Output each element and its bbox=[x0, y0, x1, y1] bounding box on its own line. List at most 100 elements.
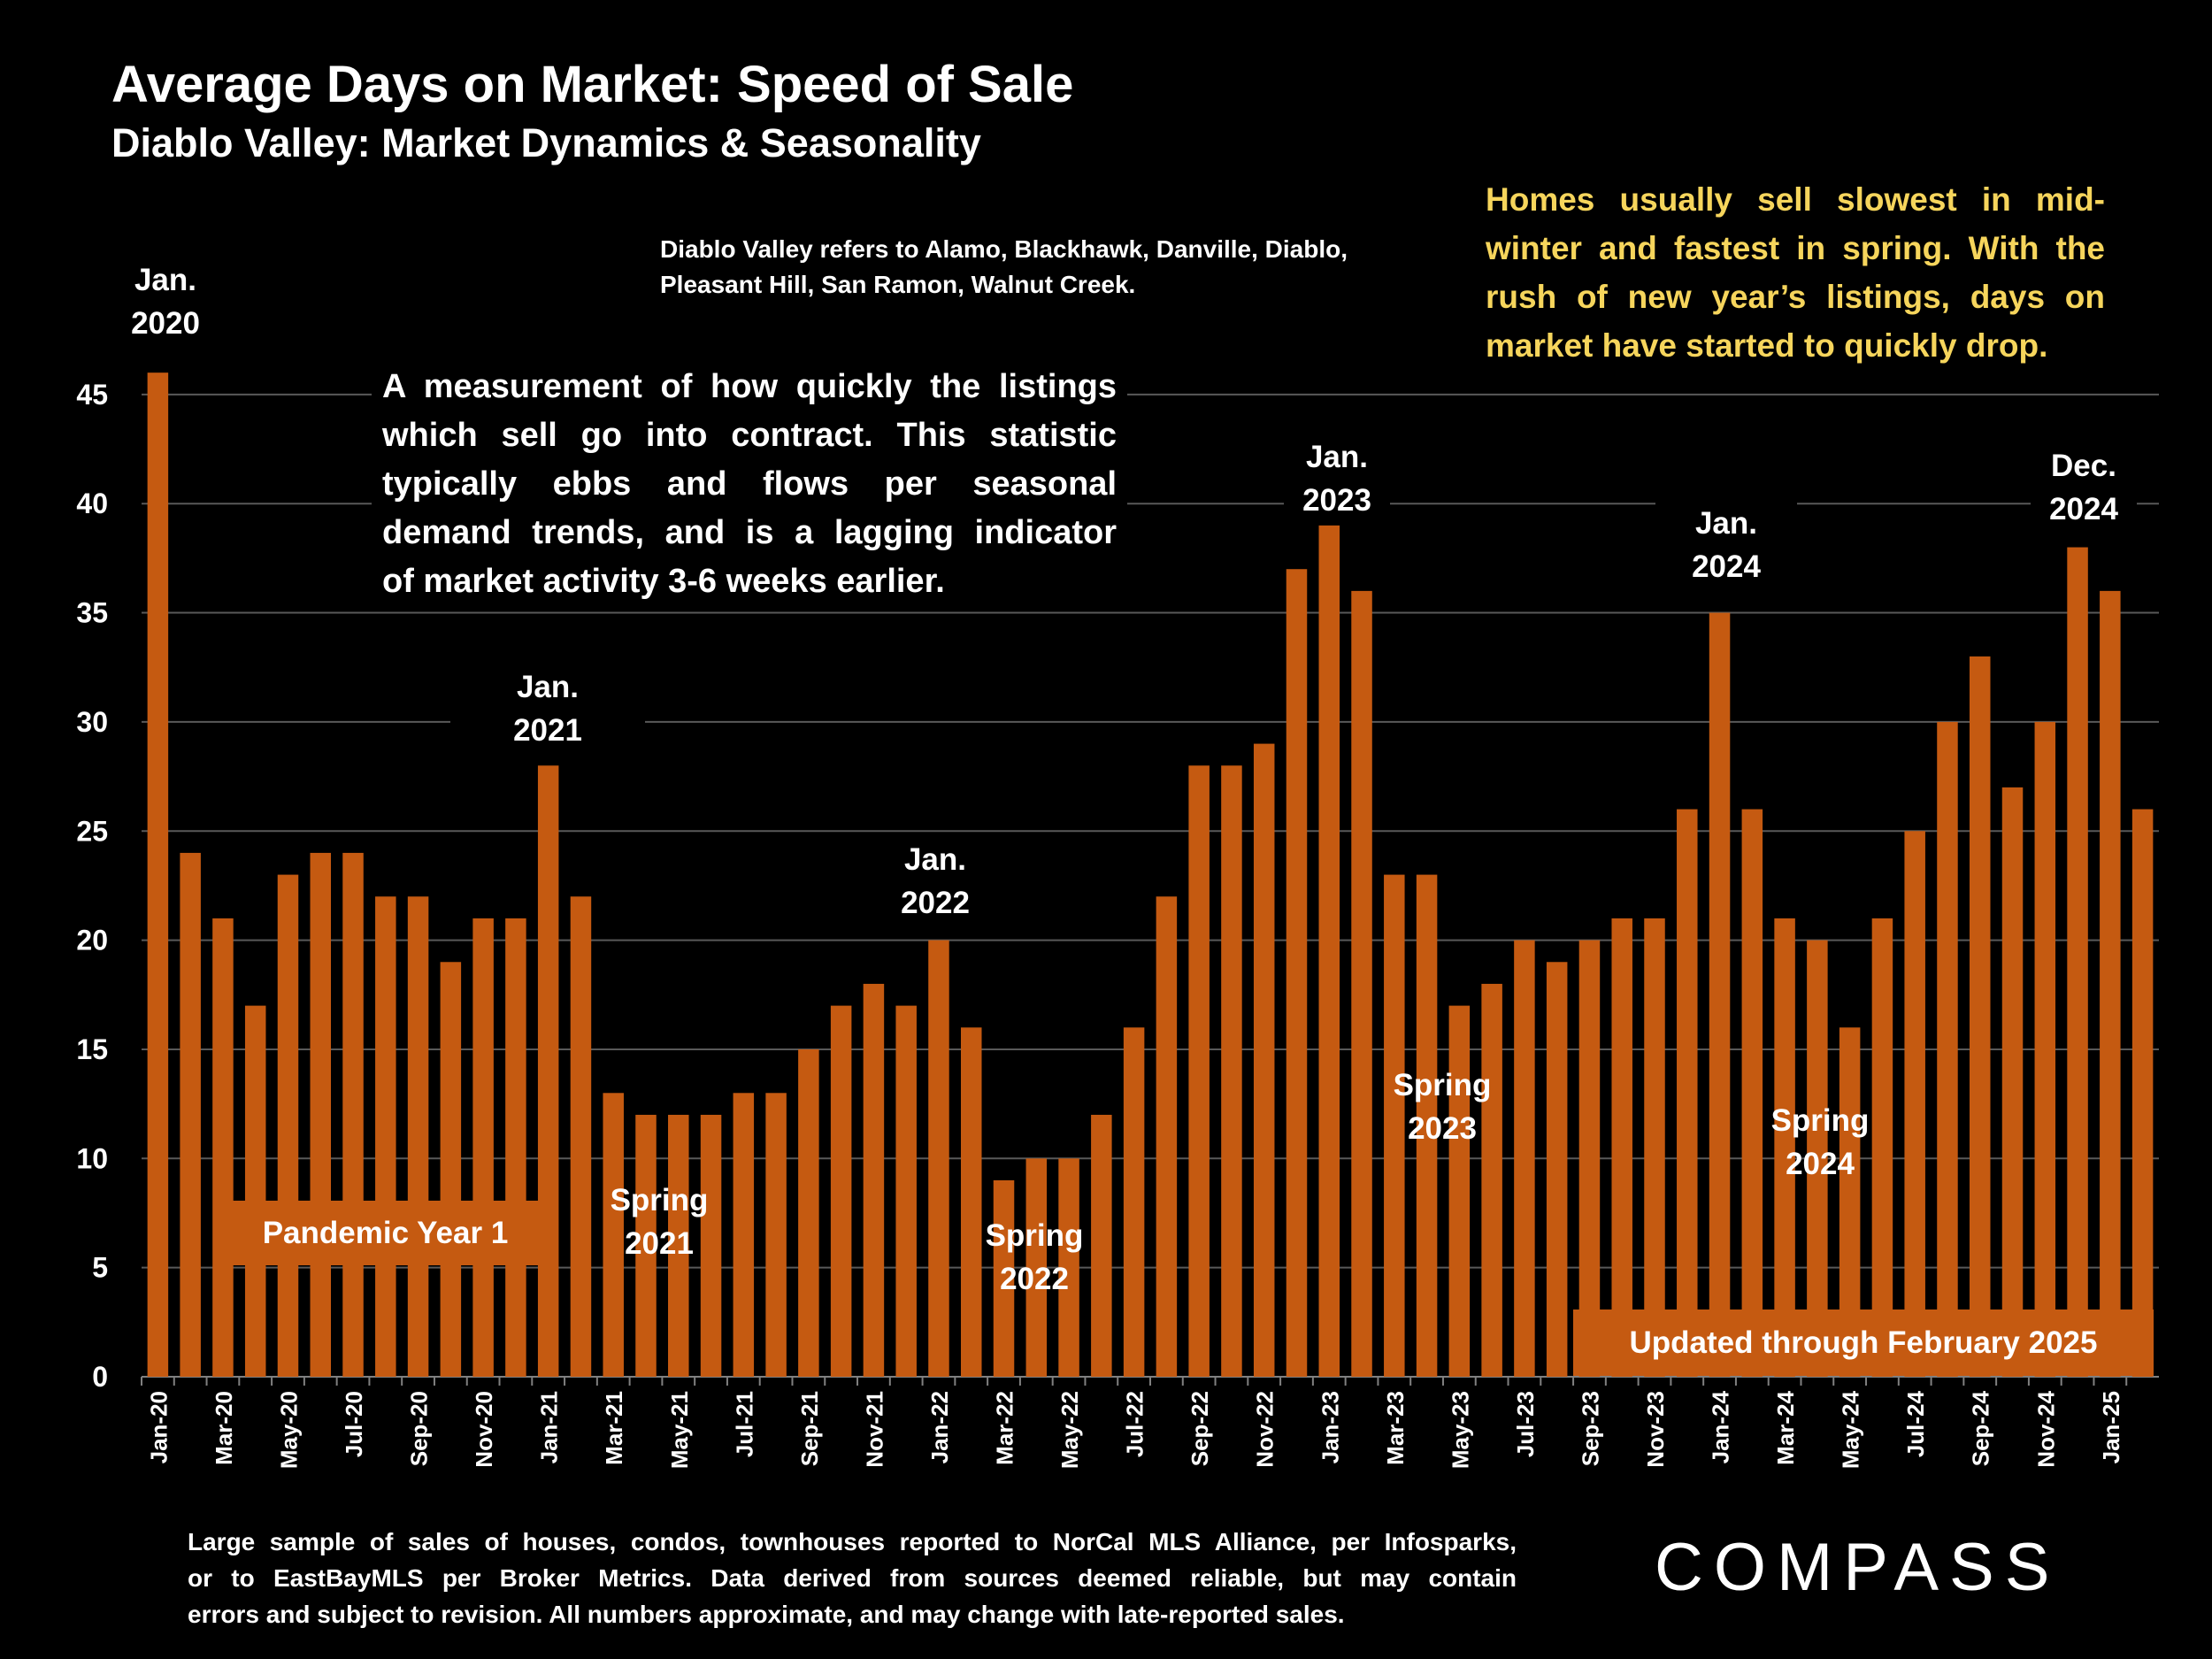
bar-Mar-20 bbox=[212, 918, 234, 1377]
bar-Sep-20 bbox=[407, 896, 429, 1377]
label-jan-2023: Jan. 2023 bbox=[1284, 435, 1390, 522]
bar-Jun-24 bbox=[1871, 918, 1893, 1377]
bar-Jun-22 bbox=[1091, 1114, 1112, 1377]
x-tick-label: Jan-23 bbox=[1317, 1391, 1343, 1463]
label-jan-2020: Jan. 2020 bbox=[77, 258, 254, 345]
y-tick-label: 25 bbox=[76, 815, 108, 847]
bar-Dec-24 bbox=[2067, 547, 2088, 1377]
label-jan-2024: Jan. 2024 bbox=[1655, 502, 1797, 588]
footnote-line: or to EastBayMLS per Broker Metrics. Dat… bbox=[188, 1564, 1517, 1592]
bar-Jan-22 bbox=[928, 940, 949, 1377]
bar-Apr-24 bbox=[1807, 940, 1828, 1377]
x-tick-label: Sep-23 bbox=[1577, 1391, 1603, 1466]
footnote-line: errors and subject to revision. All numb… bbox=[188, 1601, 1345, 1628]
bar-Jul-20 bbox=[342, 852, 364, 1377]
source-footnote: Large sample of sales of houses, condos,… bbox=[188, 1524, 1517, 1632]
bar-Nov-20 bbox=[472, 918, 494, 1377]
x-tick-label: May-21 bbox=[666, 1391, 693, 1469]
x-tick-label: Jan-20 bbox=[145, 1391, 172, 1463]
y-tick-label: 0 bbox=[92, 1361, 108, 1393]
bar-Jan-25 bbox=[2100, 590, 2121, 1377]
bar-Oct-22 bbox=[1221, 765, 1242, 1377]
bar-Dec-22 bbox=[1286, 569, 1308, 1377]
x-tick-label: Jan-21 bbox=[536, 1391, 563, 1463]
bar-Aug-23 bbox=[1546, 962, 1568, 1377]
bar-Jun-20 bbox=[310, 852, 332, 1377]
chart-subtitle: Diablo Valley: Market Dynamics & Seasona… bbox=[111, 120, 981, 165]
x-tick-label: Mar-22 bbox=[992, 1391, 1018, 1465]
bar-Apr-20 bbox=[244, 1005, 266, 1377]
bar-Sep-22 bbox=[1188, 765, 1210, 1377]
bar-Oct-24 bbox=[2001, 787, 2024, 1377]
bar-Jan-23 bbox=[1318, 525, 1340, 1377]
x-tick-label: May-22 bbox=[1056, 1391, 1083, 1469]
x-tick-label: Jan-22 bbox=[926, 1391, 953, 1463]
label-jan-2021: Jan. 2021 bbox=[450, 665, 645, 752]
x-tick-label: Sep-22 bbox=[1187, 1391, 1213, 1466]
bar-Jul-22 bbox=[1123, 1027, 1145, 1377]
bar-Jun-21 bbox=[700, 1114, 722, 1377]
x-tick-label: Nov-20 bbox=[471, 1391, 497, 1468]
bar-Feb-23 bbox=[1351, 590, 1372, 1377]
y-tick-label: 40 bbox=[76, 488, 108, 519]
description-line: demand trends, and is a lagging indicato… bbox=[382, 514, 1117, 551]
callout-line: winter and fastest in spring. With the bbox=[1486, 230, 2105, 266]
x-tick-label: Nov-24 bbox=[2032, 1390, 2059, 1467]
bar-Apr-22 bbox=[1025, 1158, 1048, 1377]
bar-Apr-23 bbox=[1416, 874, 1438, 1377]
region-note: Diablo Valley refers to Alamo, Blackhawk… bbox=[660, 235, 1348, 298]
bar-Apr-21 bbox=[635, 1114, 657, 1377]
bar-May-24 bbox=[1839, 1027, 1861, 1377]
x-tick-label: Jul-20 bbox=[341, 1391, 367, 1457]
x-tick-label: Jul-23 bbox=[1512, 1391, 1539, 1457]
label-spring-2021: Spring 2021 bbox=[610, 1183, 709, 1261]
x-tick-label: Sep-24 bbox=[1968, 1390, 1994, 1466]
bar-Feb-24 bbox=[1741, 809, 1763, 1377]
bar-Feb-25 bbox=[2131, 809, 2154, 1377]
footnote-line: Large sample of sales of houses, condos,… bbox=[188, 1528, 1517, 1555]
label-spring-2023: Spring 2023 bbox=[1393, 1068, 1492, 1146]
bar-Feb-22 bbox=[960, 1027, 982, 1377]
metric-description: A measurement of how quickly the listing… bbox=[372, 363, 1127, 606]
label-spring-2024: Spring 2024 bbox=[1770, 1103, 1870, 1181]
y-tick-label: 20 bbox=[76, 925, 108, 956]
bar-Jul-21 bbox=[733, 1093, 755, 1377]
description-line: A measurement of how quickly the listing… bbox=[382, 368, 1117, 405]
x-tick-label: Nov-23 bbox=[1642, 1391, 1669, 1468]
y-tick-label: 45 bbox=[76, 379, 108, 411]
x-tick-label: Nov-21 bbox=[861, 1391, 887, 1468]
bar-Jun-23 bbox=[1481, 983, 1502, 1377]
bar-Feb-21 bbox=[570, 896, 592, 1377]
x-tick-label: May-23 bbox=[1447, 1391, 1473, 1469]
bar-Sep-23 bbox=[1578, 940, 1601, 1377]
callout-line: rush of new year’s listings, days on bbox=[1486, 279, 2105, 315]
bar-May-23 bbox=[1448, 1005, 1471, 1377]
bar-Sep-21 bbox=[798, 1048, 819, 1377]
bar-Nov-23 bbox=[1644, 918, 1665, 1377]
pandemic-year-1-banner: Pandemic Year 1 bbox=[216, 1201, 555, 1265]
bar-Oct-20 bbox=[440, 962, 462, 1377]
label-spring-2022: Spring 2022 bbox=[985, 1218, 1084, 1296]
x-tick-label: May-24 bbox=[1838, 1390, 1864, 1469]
x-tick-label: Sep-21 bbox=[796, 1391, 823, 1466]
x-tick-label: Jul-21 bbox=[731, 1391, 757, 1457]
bar-Feb-20 bbox=[180, 852, 201, 1377]
x-tick-label: Mar-20 bbox=[211, 1391, 237, 1465]
bar-Aug-22 bbox=[1156, 896, 1178, 1377]
callout-line: Homes usually sell slowest in mid- bbox=[1486, 181, 2105, 218]
compass-logo: COMPASS bbox=[1655, 1530, 2061, 1605]
bar-Mar-24 bbox=[1774, 918, 1795, 1377]
bar-Jan-20 bbox=[147, 373, 169, 1378]
x-tick-label: May-20 bbox=[275, 1391, 302, 1469]
x-tick-label: Jul-22 bbox=[1122, 1391, 1148, 1457]
bar-Mar-21 bbox=[603, 1093, 624, 1377]
bar-Aug-21 bbox=[765, 1093, 787, 1377]
bar-Jan-21 bbox=[537, 765, 559, 1377]
bar-May-22 bbox=[1058, 1158, 1079, 1377]
bar-Dec-20 bbox=[505, 918, 526, 1377]
description-line: of market activity 3-6 weeks earlier. bbox=[382, 563, 945, 600]
x-tick-label: Jul-24 bbox=[1902, 1390, 1929, 1457]
description-line: typically ebbs and flows per seasonal bbox=[382, 465, 1117, 503]
bar-Aug-20 bbox=[375, 896, 396, 1377]
